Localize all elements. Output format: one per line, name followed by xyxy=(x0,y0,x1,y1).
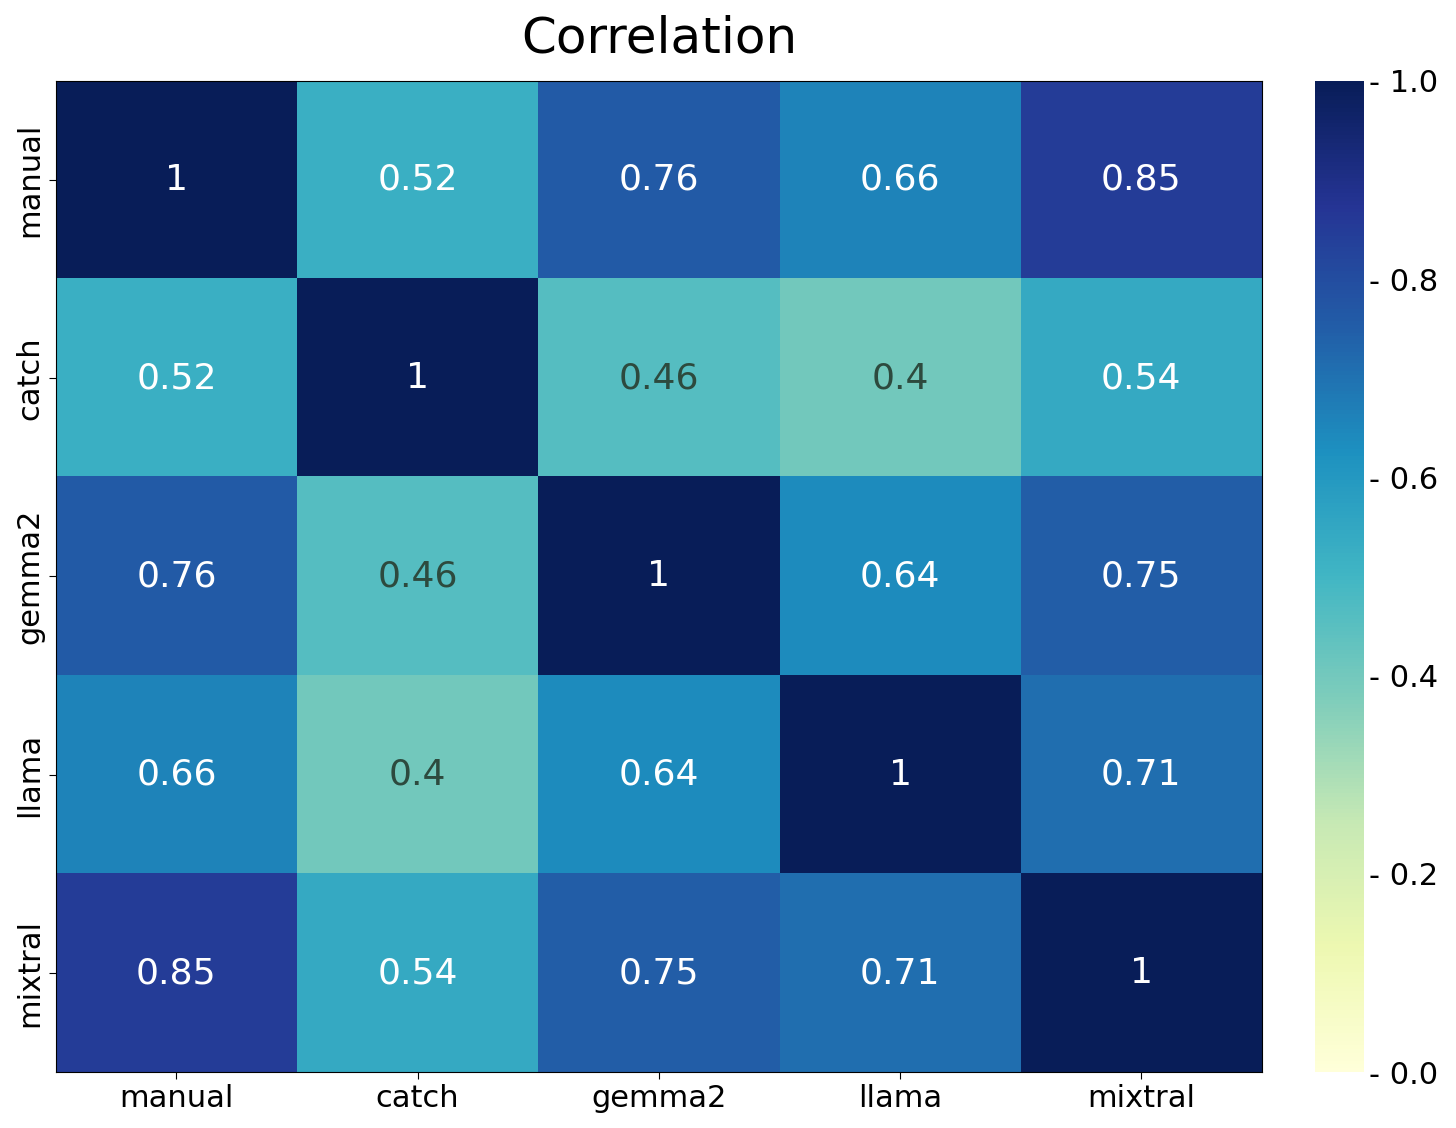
Text: 0.4: 0.4 xyxy=(871,361,929,395)
Text: 0.76: 0.76 xyxy=(619,162,699,197)
Text: 0.54: 0.54 xyxy=(377,957,457,990)
Text: 0.64: 0.64 xyxy=(860,559,941,593)
Text: 0.66: 0.66 xyxy=(137,758,217,792)
Text: 0.71: 0.71 xyxy=(1101,758,1181,792)
Text: 0.52: 0.52 xyxy=(377,162,457,197)
Text: 0.75: 0.75 xyxy=(1101,559,1181,593)
Text: 1: 1 xyxy=(888,758,911,792)
Text: 0.71: 0.71 xyxy=(860,957,941,990)
Text: 1: 1 xyxy=(648,559,670,593)
Text: 1: 1 xyxy=(1130,957,1153,990)
Text: 0.46: 0.46 xyxy=(377,559,457,593)
Text: 0.4: 0.4 xyxy=(389,758,447,792)
Text: 0.66: 0.66 xyxy=(860,162,941,197)
Text: 0.46: 0.46 xyxy=(619,361,699,395)
Text: 0.85: 0.85 xyxy=(1101,162,1182,197)
Title: Correlation: Correlation xyxy=(521,15,796,63)
Text: 0.52: 0.52 xyxy=(137,361,217,395)
Text: 0.75: 0.75 xyxy=(619,957,699,990)
Text: 0.54: 0.54 xyxy=(1101,361,1181,395)
Text: 1: 1 xyxy=(406,361,430,395)
Text: 1: 1 xyxy=(165,162,188,197)
Text: 0.64: 0.64 xyxy=(619,758,699,792)
Text: 0.76: 0.76 xyxy=(137,559,217,593)
Text: 0.85: 0.85 xyxy=(135,957,217,990)
